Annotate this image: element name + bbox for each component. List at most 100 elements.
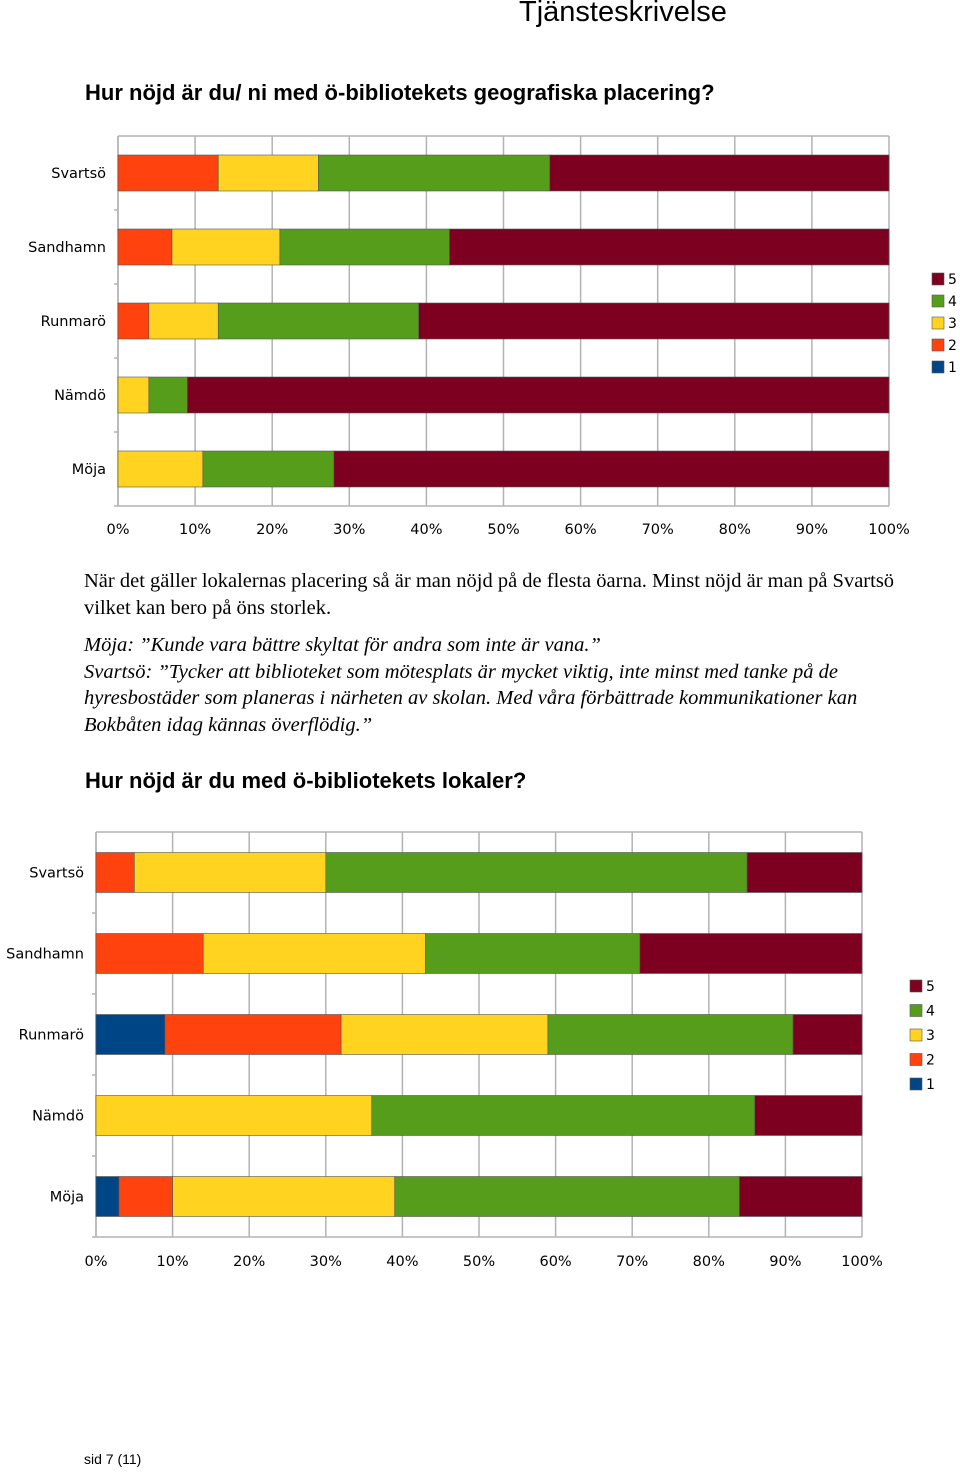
legend-label: 1 xyxy=(926,1077,935,1093)
bar-segment xyxy=(171,228,281,266)
bar-segment xyxy=(95,852,135,893)
bar-segment xyxy=(425,933,641,974)
question-premises: Hur nöjd är du med ö-bibliotekets lokale… xyxy=(85,768,527,793)
legend-label: 3 xyxy=(926,1028,935,1044)
tick-label: 60% xyxy=(564,522,596,538)
category-label: Svartsö xyxy=(51,166,106,182)
legend-label: 1 xyxy=(948,360,957,376)
bar-segment xyxy=(754,1095,863,1136)
legend-swatch xyxy=(931,338,945,352)
bar-segment xyxy=(639,933,863,974)
legend-swatch xyxy=(909,1004,923,1017)
legend-label: 4 xyxy=(948,294,957,310)
tick-label: 40% xyxy=(410,522,442,538)
comment-paragraph: När det gäller lokalernas placering så ä… xyxy=(84,570,895,619)
bar-segment xyxy=(95,1095,373,1136)
tick-label: 30% xyxy=(333,522,365,538)
tick-label: 80% xyxy=(693,1254,725,1270)
bar-segment xyxy=(117,450,204,488)
legend-label: 4 xyxy=(926,1004,935,1020)
bar-segment xyxy=(117,228,173,266)
legend-swatch xyxy=(909,979,923,993)
tick-label: 50% xyxy=(487,522,519,538)
bar-segment xyxy=(117,154,219,192)
legend-label: 3 xyxy=(948,316,957,332)
bar-segment xyxy=(95,1176,120,1217)
tick-label: 100% xyxy=(868,522,909,538)
bar-segment xyxy=(187,376,890,414)
bar-segment xyxy=(418,302,890,340)
chart-premises-svg: Svartsö Sandhamn Runmarö Nämdö Möja 0% 10% 20% 3… xyxy=(6,831,935,1270)
bar-segment xyxy=(746,852,863,893)
chart-placement-svg: Svartsö Sandhamn Runmarö Nämdö Möja 0% 10% 20% 3… xyxy=(28,135,957,538)
bar-segment xyxy=(117,302,150,340)
tick-label: 100% xyxy=(841,1254,882,1270)
bar-segment xyxy=(739,1176,863,1217)
comments-block: När det gäller lokalernas placering så ä… xyxy=(84,568,914,738)
tick-label: 50% xyxy=(463,1254,495,1270)
category-label: Runmarö xyxy=(19,1028,84,1044)
bar-segment xyxy=(394,1176,740,1217)
bar-segment xyxy=(118,1176,173,1217)
bar-segment xyxy=(202,450,335,488)
bar-segment xyxy=(449,228,890,266)
chart-premises: Svartsö Sandhamn Runmarö Nämdö Möja 0% 10% 20% 3… xyxy=(0,826,960,1276)
legend-swatch xyxy=(931,294,945,308)
legend-swatch xyxy=(909,1053,923,1066)
bar-segment xyxy=(325,852,748,893)
tick-label: 20% xyxy=(233,1254,265,1270)
bar-segment xyxy=(148,302,219,340)
bar-segment xyxy=(318,154,551,192)
bar-segment xyxy=(547,1014,794,1055)
category-label: Möja xyxy=(50,1190,84,1206)
category-label: Sandhamn xyxy=(28,240,106,256)
bar-segment xyxy=(333,450,890,488)
document-title: Tjänsteskrivelse xyxy=(519,0,727,28)
bar-segment xyxy=(172,1176,396,1217)
legend-swatch xyxy=(931,272,945,286)
comment-quote-svartso: Svartsö: ”Tycker att biblioteket som möt… xyxy=(84,660,858,736)
bar-segment xyxy=(95,933,204,974)
category-label: Sandhamn xyxy=(6,947,84,963)
bar-segment xyxy=(792,1014,863,1055)
bar-segment xyxy=(371,1095,756,1136)
bar-segment xyxy=(279,228,450,266)
tick-label: 10% xyxy=(156,1254,188,1270)
legend-label: 5 xyxy=(926,979,935,995)
category-label: Svartsö xyxy=(29,866,84,882)
tick-label: 0% xyxy=(106,522,129,538)
bar-segment xyxy=(148,376,188,414)
tick-label: 10% xyxy=(179,522,211,538)
comment-quote-moja: Möja: ”Kunde vara bättre skyltat för and… xyxy=(84,634,601,656)
bar-segment xyxy=(217,154,319,192)
page-number: sid 7 (11) xyxy=(84,1451,142,1467)
bar-segment xyxy=(340,1014,549,1055)
bar-segment xyxy=(217,302,419,340)
tick-label: 60% xyxy=(539,1254,571,1270)
tick-label: 20% xyxy=(256,522,288,538)
bar-segment xyxy=(202,933,426,974)
legend-swatch xyxy=(931,316,945,330)
bar-segment xyxy=(549,154,890,192)
tick-label: 40% xyxy=(386,1254,418,1270)
tick-label: 0% xyxy=(84,1254,107,1270)
legend-swatch xyxy=(909,1077,923,1091)
tick-label: 70% xyxy=(642,522,674,538)
tick-label: 90% xyxy=(769,1254,801,1270)
tick-label: 90% xyxy=(796,522,828,538)
legend-label: 2 xyxy=(948,338,957,354)
legend-label: 5 xyxy=(948,272,957,288)
tick-label: 70% xyxy=(616,1254,648,1270)
legend-swatch xyxy=(931,360,945,374)
bar-segment xyxy=(134,852,327,893)
category-label: Möja xyxy=(72,462,106,478)
chart-placement: Svartsö Sandhamn Runmarö Nämdö Möja 0% 10% 20% 3… xyxy=(0,130,960,545)
legend-label: 2 xyxy=(926,1053,935,1069)
bar-segment xyxy=(164,1014,342,1055)
category-label: Nämdö xyxy=(54,388,106,404)
category-label: Runmarö xyxy=(41,314,106,330)
bar-segment xyxy=(95,1014,166,1055)
tick-label: 80% xyxy=(719,522,751,538)
bar-segment xyxy=(117,376,150,414)
question-placement: Hur nöjd är du/ ni med ö-bibliotekets ge… xyxy=(85,80,715,105)
